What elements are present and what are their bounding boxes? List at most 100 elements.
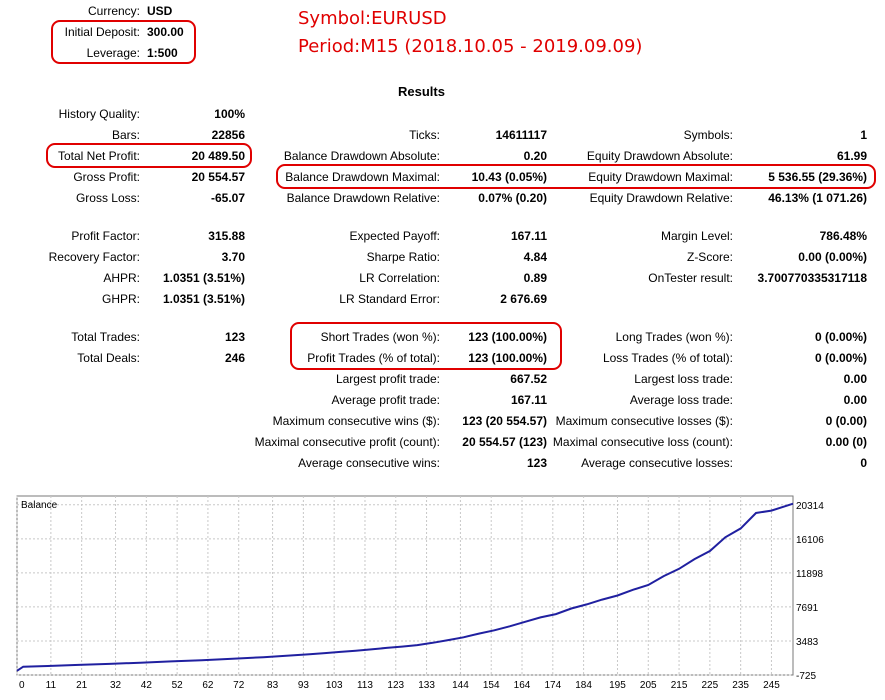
avg-consec-wins-label: Average consecutive wins: [298,456,440,470]
z-score-value: 0.00 (0.00%) [798,250,867,264]
symbols-value: 1 [860,128,867,142]
lr-correlation-label: LR Correlation: [359,271,440,285]
sharpe-ratio-value: 4.84 [523,250,547,264]
equity-dd-maximal-label: Equity Drawdown Maximal: [588,170,733,184]
y-tick-label: 3483 [796,637,819,648]
x-tick-label: 103 [326,680,343,691]
bars-label: Bars: [111,128,140,142]
long-trades-value: 0 (0.00%) [814,330,867,344]
total-net-profit-label: Total Net Profit: [57,149,140,163]
x-tick-label: 245 [763,680,780,691]
gross-loss-value: -65.07 [210,191,245,205]
loss-trades-label: Loss Trades (% of total): [602,351,733,365]
y-tick-label: 20314 [796,501,824,512]
history-quality-label: History Quality: [58,107,140,121]
x-tick-label: 205 [640,680,657,691]
expected-payoff-label: Expected Payoff: [349,229,440,243]
y-tick-label: 11898 [796,569,824,580]
currency-value: USD [147,4,173,18]
total-net-profit-value: 20 489.50 [191,149,245,163]
balance-dd-absolute-label: Balance Drawdown Absolute: [283,149,440,163]
total-deals-value: 246 [224,351,245,365]
x-tick-label: 144 [452,680,469,691]
initial-deposit-label: Initial Deposit: [64,25,140,39]
leverage-label: Leverage: [86,46,140,60]
net-profit-highlight [46,143,252,168]
total-deals-label: Total Deals: [77,351,140,365]
x-tick-label: 93 [298,680,310,691]
lr-std-error-label: LR Standard Error: [339,292,440,306]
recovery-factor-value: 3.70 [221,250,245,264]
margin-level-value: 786.48% [819,229,867,243]
period-annotation: Period:M15 (2018.10.05 - 2019.09.09) [298,36,643,57]
x-tick-label: 133 [418,680,435,691]
symbol-annotation: Symbol:EURUSD [298,8,447,29]
avg-profit-value: 167.11 [510,393,547,407]
symbols-label: Symbols: [683,128,733,142]
profit-factor-label: Profit Factor: [71,229,140,243]
profit-trades-label: Profit Trades (% of total): [307,351,440,365]
currency-label: Currency: [87,4,140,18]
deposit-highlight [51,20,196,64]
total-trades-value: 123 [224,330,245,344]
x-tick-label: 113 [357,680,373,691]
balance-chart: 0 11 21 32 42 52 62 72 83 93 103 113 123 133 144 154 164… [16,495,824,691]
balance-dd-relative-value: 0.07% (0.20) [478,191,547,205]
z-score-label: Z-Score: [686,250,733,264]
leverage-value: 1:500 [147,46,178,60]
equity-dd-absolute-label: Equity Drawdown Absolute: [586,149,733,163]
ahpr-value: 1.0351 (3.51%) [162,271,245,285]
x-tick-label: 154 [483,680,500,691]
balance-dd-absolute-value: 0.20 [523,149,547,163]
x-tick-label: 174 [544,680,561,691]
max-consec-losses-value: 0 (0.00) [825,414,867,428]
x-tick-label: 83 [267,680,279,691]
avg-consec-wins-value: 123 [526,456,547,470]
maximal-consec-profit-label: Maximal consecutive profit (count): [254,435,440,449]
x-tick-label: 42 [141,680,153,691]
sharpe-ratio-label: Sharpe Ratio: [366,250,440,264]
balance-dd-maximal-value: 10.43 (0.05%) [471,170,547,184]
largest-profit-label: Largest profit trade: [335,372,440,386]
x-tick-label: 225 [702,680,719,691]
margin-level-label: Margin Level: [660,229,733,243]
equity-dd-relative-label: Equity Drawdown Relative: [589,191,733,205]
ghpr-label: GHPR: [101,292,140,306]
max-consec-wins-label: Maximum consecutive wins ($): [272,414,440,428]
avg-loss-label: Average loss trade: [629,393,733,407]
avg-profit-label: Average profit trade: [331,393,440,407]
equity-dd-relative-value: 46.13% (1 071.26) [768,191,867,205]
x-tick-label: 215 [671,680,688,691]
profit-factor-value: 315.88 [208,229,245,243]
chart-title: Balance [21,500,58,511]
lr-correlation-value: 0.89 [523,271,547,285]
long-trades-label: Long Trades (won %): [615,330,733,344]
balance-dd-relative-label: Balance Drawdown Relative: [286,191,440,205]
total-trades-label: Total Trades: [71,330,140,344]
bars-value: 22856 [211,128,245,142]
avg-loss-value: 0.00 [843,393,867,407]
x-tick-label: 21 [76,680,88,691]
largest-profit-value: 667.52 [510,372,547,386]
gross-loss-label: Gross Loss: [75,191,140,205]
drawdown-maximal-highlight [276,164,876,189]
y-tick-label: 7691 [796,603,819,614]
y-tick-label: -725 [796,671,816,682]
x-tick-label: 72 [233,680,245,691]
x-tick-label: 11 [46,680,57,691]
results-title: Results [398,84,445,99]
x-tick-label: 62 [202,680,214,691]
balance-dd-maximal-label: Balance Drawdown Maximal: [285,170,440,184]
x-tick-label: 235 [732,680,749,691]
balance-line [16,502,794,672]
max-consec-wins-value: 123 (20 554.57) [462,414,547,428]
short-trades-value: 123 (100.00%) [468,330,547,344]
trades-highlight [290,322,562,370]
maximal-consec-profit-value: 20 554.57 (123) [462,435,547,449]
max-consec-losses-label: Maximum consecutive losses ($): [555,414,733,428]
initial-deposit-value: 300.00 [147,25,184,39]
ticks-label: Ticks: [409,128,440,142]
ontester-label: OnTester result: [648,271,733,285]
gross-profit-value: 20 554.57 [191,170,245,184]
avg-consec-losses-label: Average consecutive losses: [581,456,733,470]
